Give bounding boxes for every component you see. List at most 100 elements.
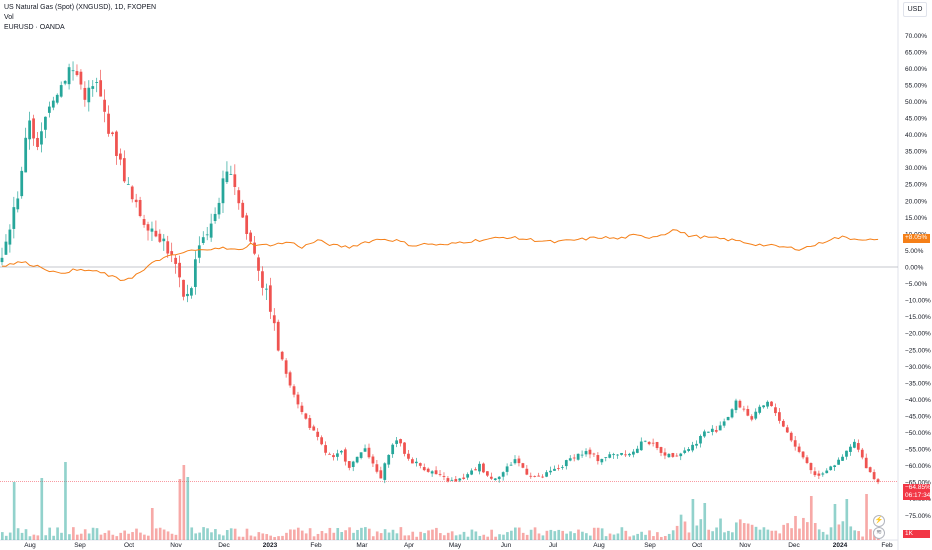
volume-bar [600,528,604,540]
y-tick-label: −5.00% [905,281,927,288]
volume-bar [364,527,367,540]
candle-body [596,455,600,462]
candle-body [359,452,363,458]
volume-bar [442,535,446,540]
y-tick-label: 15.00% [905,215,927,222]
candle-body [12,207,16,229]
volume-bar [545,530,549,540]
volume-bar [845,499,849,540]
candle-body [363,448,367,452]
volume-badge: 1K [903,530,930,538]
volume-bar [778,533,782,540]
y-tick-label: −30.00% [905,364,931,371]
volume-bar [470,529,474,540]
candle-body [497,476,501,480]
candle-body [0,257,4,263]
x-tick-label: 2024 [833,542,848,549]
volume-bar [135,528,138,540]
volume-bar [699,519,703,540]
volume-bar [746,523,750,540]
compare-label[interactable]: EURUSD · OANDA [4,24,65,31]
y-tick-label: −15.00% [905,314,931,321]
volume-bar [833,504,837,540]
candle-body [726,416,730,421]
volume-bar [300,530,304,540]
candle-body [24,137,28,173]
volume-label[interactable]: Vol [4,14,14,21]
candle-body [608,454,612,458]
candle-body [111,132,114,135]
candle-body [387,454,391,465]
candle-body [328,453,331,455]
layers-icon[interactable]: ≋ [873,527,885,539]
currency-button[interactable]: USD [903,2,927,17]
lightning-icon[interactable]: ⚡ [873,515,885,527]
volume-bar [498,534,501,540]
candle-body [205,234,209,236]
volume-bar [407,535,411,540]
candle-body [710,428,714,432]
candle-body [722,421,726,426]
volume-bar [817,529,821,540]
volume-bar [581,531,584,540]
candle-body [774,407,777,414]
candle-body [324,445,327,453]
volume-bar [40,478,44,540]
volume-bar [786,523,789,540]
volume-bar [494,536,497,540]
y-tick-label: −60.00% [905,463,931,470]
candle-body [876,479,880,483]
y-tick-label: −10.00% [905,298,931,305]
candle-body [671,453,675,457]
volume-bar [612,534,616,540]
candle-body [257,257,260,271]
candle-body [580,454,584,456]
volume-bar [154,528,158,540]
candle-body [545,472,548,477]
volume-bar [577,529,580,540]
candle-body [209,223,213,238]
candle-body [245,215,249,234]
volume-bar [616,533,620,540]
x-tick-label: 2023 [263,542,278,549]
volume-bar [147,535,150,540]
series-title[interactable]: US Natural Gas (Spot) (XNGUSD), 1D, FXOP… [4,4,157,11]
x-tick-label: Feb [310,542,322,549]
volume-bar [221,535,225,540]
candle-body [793,440,797,447]
candle-body [703,431,706,437]
volume-bar [628,536,632,540]
volume-bar [273,536,276,540]
candle-body [107,113,110,134]
candle-body [639,441,643,451]
candle-body [32,118,35,139]
volume-bar [790,528,793,540]
candle-body [115,131,118,156]
candle-body [592,453,596,455]
candle-body [142,219,146,225]
candle-body [493,478,497,480]
y-tick-label: −35.00% [905,380,931,387]
volume-bar [474,531,478,540]
candle-body [442,476,446,477]
candle-body [158,233,162,242]
candle-body [482,463,485,473]
volume-bar [450,531,454,540]
volume-bar [663,536,667,540]
candle-body [217,202,221,215]
volume-bar [87,533,91,540]
candle-body [95,82,99,83]
y-tick-label: −50.00% [905,430,931,437]
candle-body [197,245,201,258]
candle-body [103,99,106,112]
volume-bar [139,532,142,540]
x-tick-label: Nov [739,542,751,549]
candle-body [521,463,525,468]
candle-body [466,474,470,478]
volume-bar [60,532,63,540]
candle-body [178,262,181,278]
candle-body [150,228,154,232]
candle-body [146,224,150,231]
candle-body [600,458,604,463]
